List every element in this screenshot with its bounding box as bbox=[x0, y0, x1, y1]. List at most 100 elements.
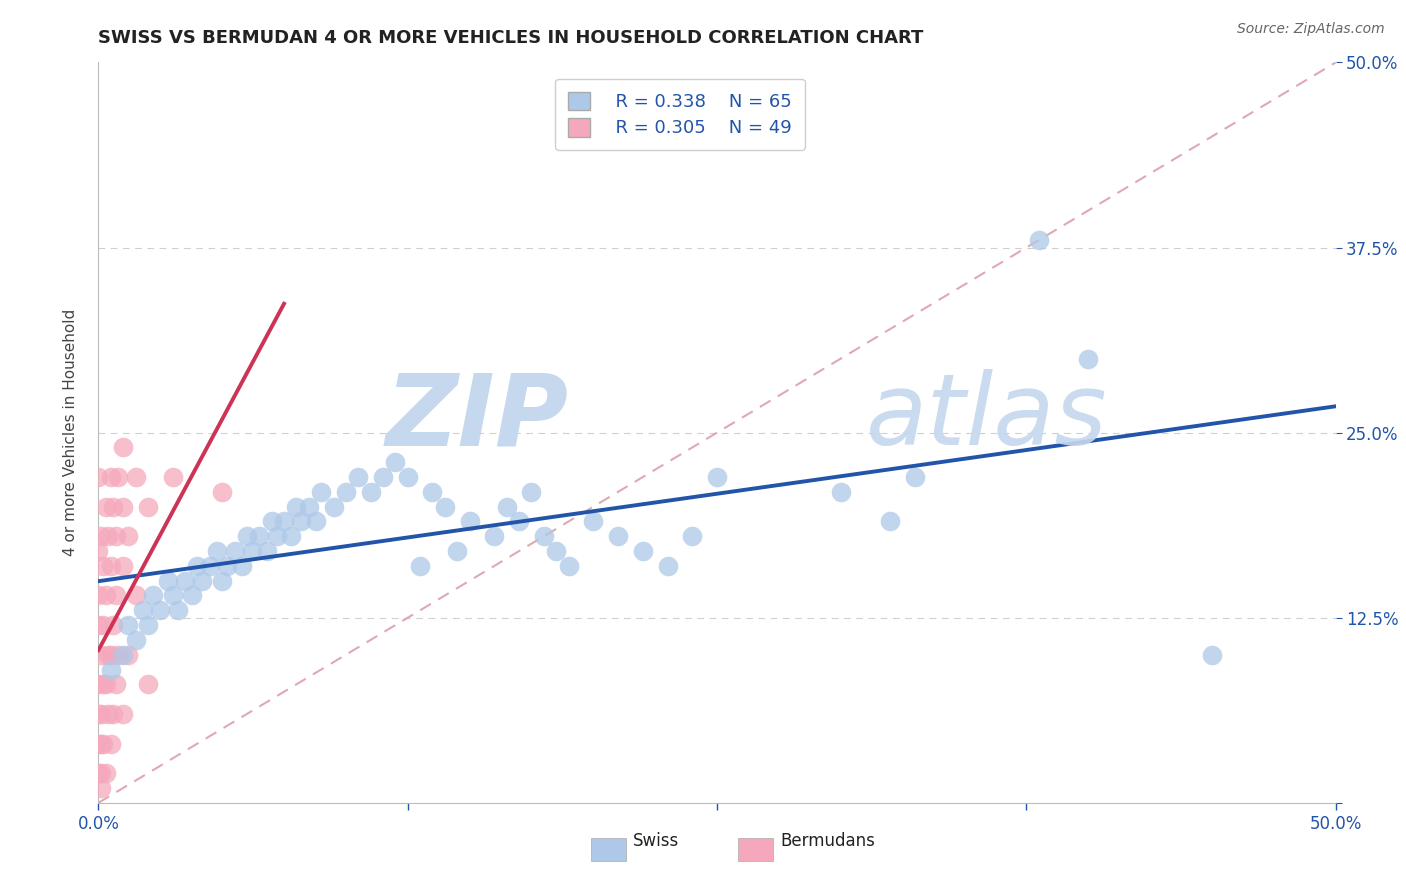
Point bbox=[90, 706, 112, 721]
Point bbox=[458, 515, 481, 529]
Point bbox=[305, 515, 328, 529]
Point bbox=[112, 441, 135, 455]
Point bbox=[266, 529, 288, 543]
Point bbox=[136, 618, 159, 632]
Point bbox=[409, 558, 432, 573]
Point bbox=[112, 558, 135, 573]
Point bbox=[87, 470, 110, 484]
Point bbox=[198, 558, 221, 573]
Point bbox=[247, 529, 270, 543]
Point bbox=[830, 484, 852, 499]
Point bbox=[162, 589, 184, 603]
Point bbox=[191, 574, 214, 588]
Point bbox=[104, 589, 127, 603]
Point bbox=[124, 632, 146, 647]
Point bbox=[87, 737, 110, 751]
Point bbox=[142, 589, 165, 603]
Point bbox=[132, 603, 155, 617]
Point bbox=[87, 589, 110, 603]
Point bbox=[217, 558, 239, 573]
Point bbox=[90, 780, 112, 795]
Point bbox=[87, 618, 110, 632]
Point bbox=[107, 648, 129, 662]
Point bbox=[1077, 351, 1099, 366]
Point bbox=[103, 618, 125, 632]
Point bbox=[546, 544, 568, 558]
Point bbox=[87, 766, 110, 780]
Point bbox=[124, 589, 146, 603]
Point bbox=[211, 574, 233, 588]
Point bbox=[104, 677, 127, 691]
Point bbox=[90, 529, 112, 543]
Point bbox=[582, 515, 605, 529]
Text: ZIP: ZIP bbox=[385, 369, 568, 467]
Point bbox=[384, 455, 406, 469]
Point bbox=[103, 500, 125, 514]
Point bbox=[93, 737, 115, 751]
Point bbox=[681, 529, 703, 543]
Point bbox=[231, 558, 253, 573]
Point bbox=[136, 677, 159, 691]
Point bbox=[879, 515, 901, 529]
Legend:   R = 0.338    N = 65,   R = 0.305    N = 49: R = 0.338 N = 65, R = 0.305 N = 49 bbox=[555, 78, 804, 150]
Point bbox=[90, 766, 112, 780]
Point bbox=[93, 618, 115, 632]
Point bbox=[90, 737, 112, 751]
Point bbox=[93, 558, 115, 573]
Text: Source: ZipAtlas.com: Source: ZipAtlas.com bbox=[1237, 22, 1385, 37]
Point bbox=[87, 706, 110, 721]
Point bbox=[256, 544, 278, 558]
Text: SWISS VS BERMUDAN 4 OR MORE VEHICLES IN HOUSEHOLD CORRELATION CHART: SWISS VS BERMUDAN 4 OR MORE VEHICLES IN … bbox=[98, 29, 924, 47]
Point bbox=[94, 766, 117, 780]
Point bbox=[557, 558, 579, 573]
Point bbox=[107, 470, 129, 484]
Point bbox=[607, 529, 630, 543]
Point bbox=[87, 544, 110, 558]
Point bbox=[260, 515, 283, 529]
Point bbox=[93, 677, 115, 691]
Point bbox=[1028, 233, 1050, 247]
Point bbox=[149, 603, 172, 617]
Point bbox=[100, 558, 122, 573]
Point bbox=[285, 500, 308, 514]
Point bbox=[280, 529, 302, 543]
Point bbox=[112, 500, 135, 514]
Point bbox=[298, 500, 321, 514]
Point bbox=[97, 706, 120, 721]
Point bbox=[322, 500, 344, 514]
Point bbox=[174, 574, 197, 588]
Point bbox=[290, 515, 312, 529]
Point bbox=[156, 574, 179, 588]
Point bbox=[433, 500, 456, 514]
Point bbox=[94, 589, 117, 603]
Point bbox=[240, 544, 263, 558]
Point bbox=[446, 544, 468, 558]
Point bbox=[533, 529, 555, 543]
Point bbox=[136, 500, 159, 514]
Point bbox=[166, 603, 188, 617]
Text: Bermudans: Bermudans bbox=[780, 832, 875, 850]
Point bbox=[117, 648, 139, 662]
Point bbox=[371, 470, 394, 484]
Point bbox=[94, 677, 117, 691]
Point bbox=[117, 618, 139, 632]
Point bbox=[631, 544, 654, 558]
Text: atlas: atlas bbox=[866, 369, 1107, 467]
Point bbox=[309, 484, 332, 499]
Point bbox=[97, 648, 120, 662]
Point bbox=[211, 484, 233, 499]
Point bbox=[100, 737, 122, 751]
Point bbox=[100, 648, 122, 662]
Point bbox=[117, 529, 139, 543]
Point bbox=[100, 663, 122, 677]
Point bbox=[236, 529, 259, 543]
Point bbox=[90, 648, 112, 662]
Point bbox=[103, 706, 125, 721]
Point bbox=[100, 470, 122, 484]
Point bbox=[495, 500, 517, 514]
Point bbox=[347, 470, 370, 484]
Point bbox=[396, 470, 419, 484]
Point bbox=[124, 470, 146, 484]
Point bbox=[162, 470, 184, 484]
Point bbox=[186, 558, 208, 573]
